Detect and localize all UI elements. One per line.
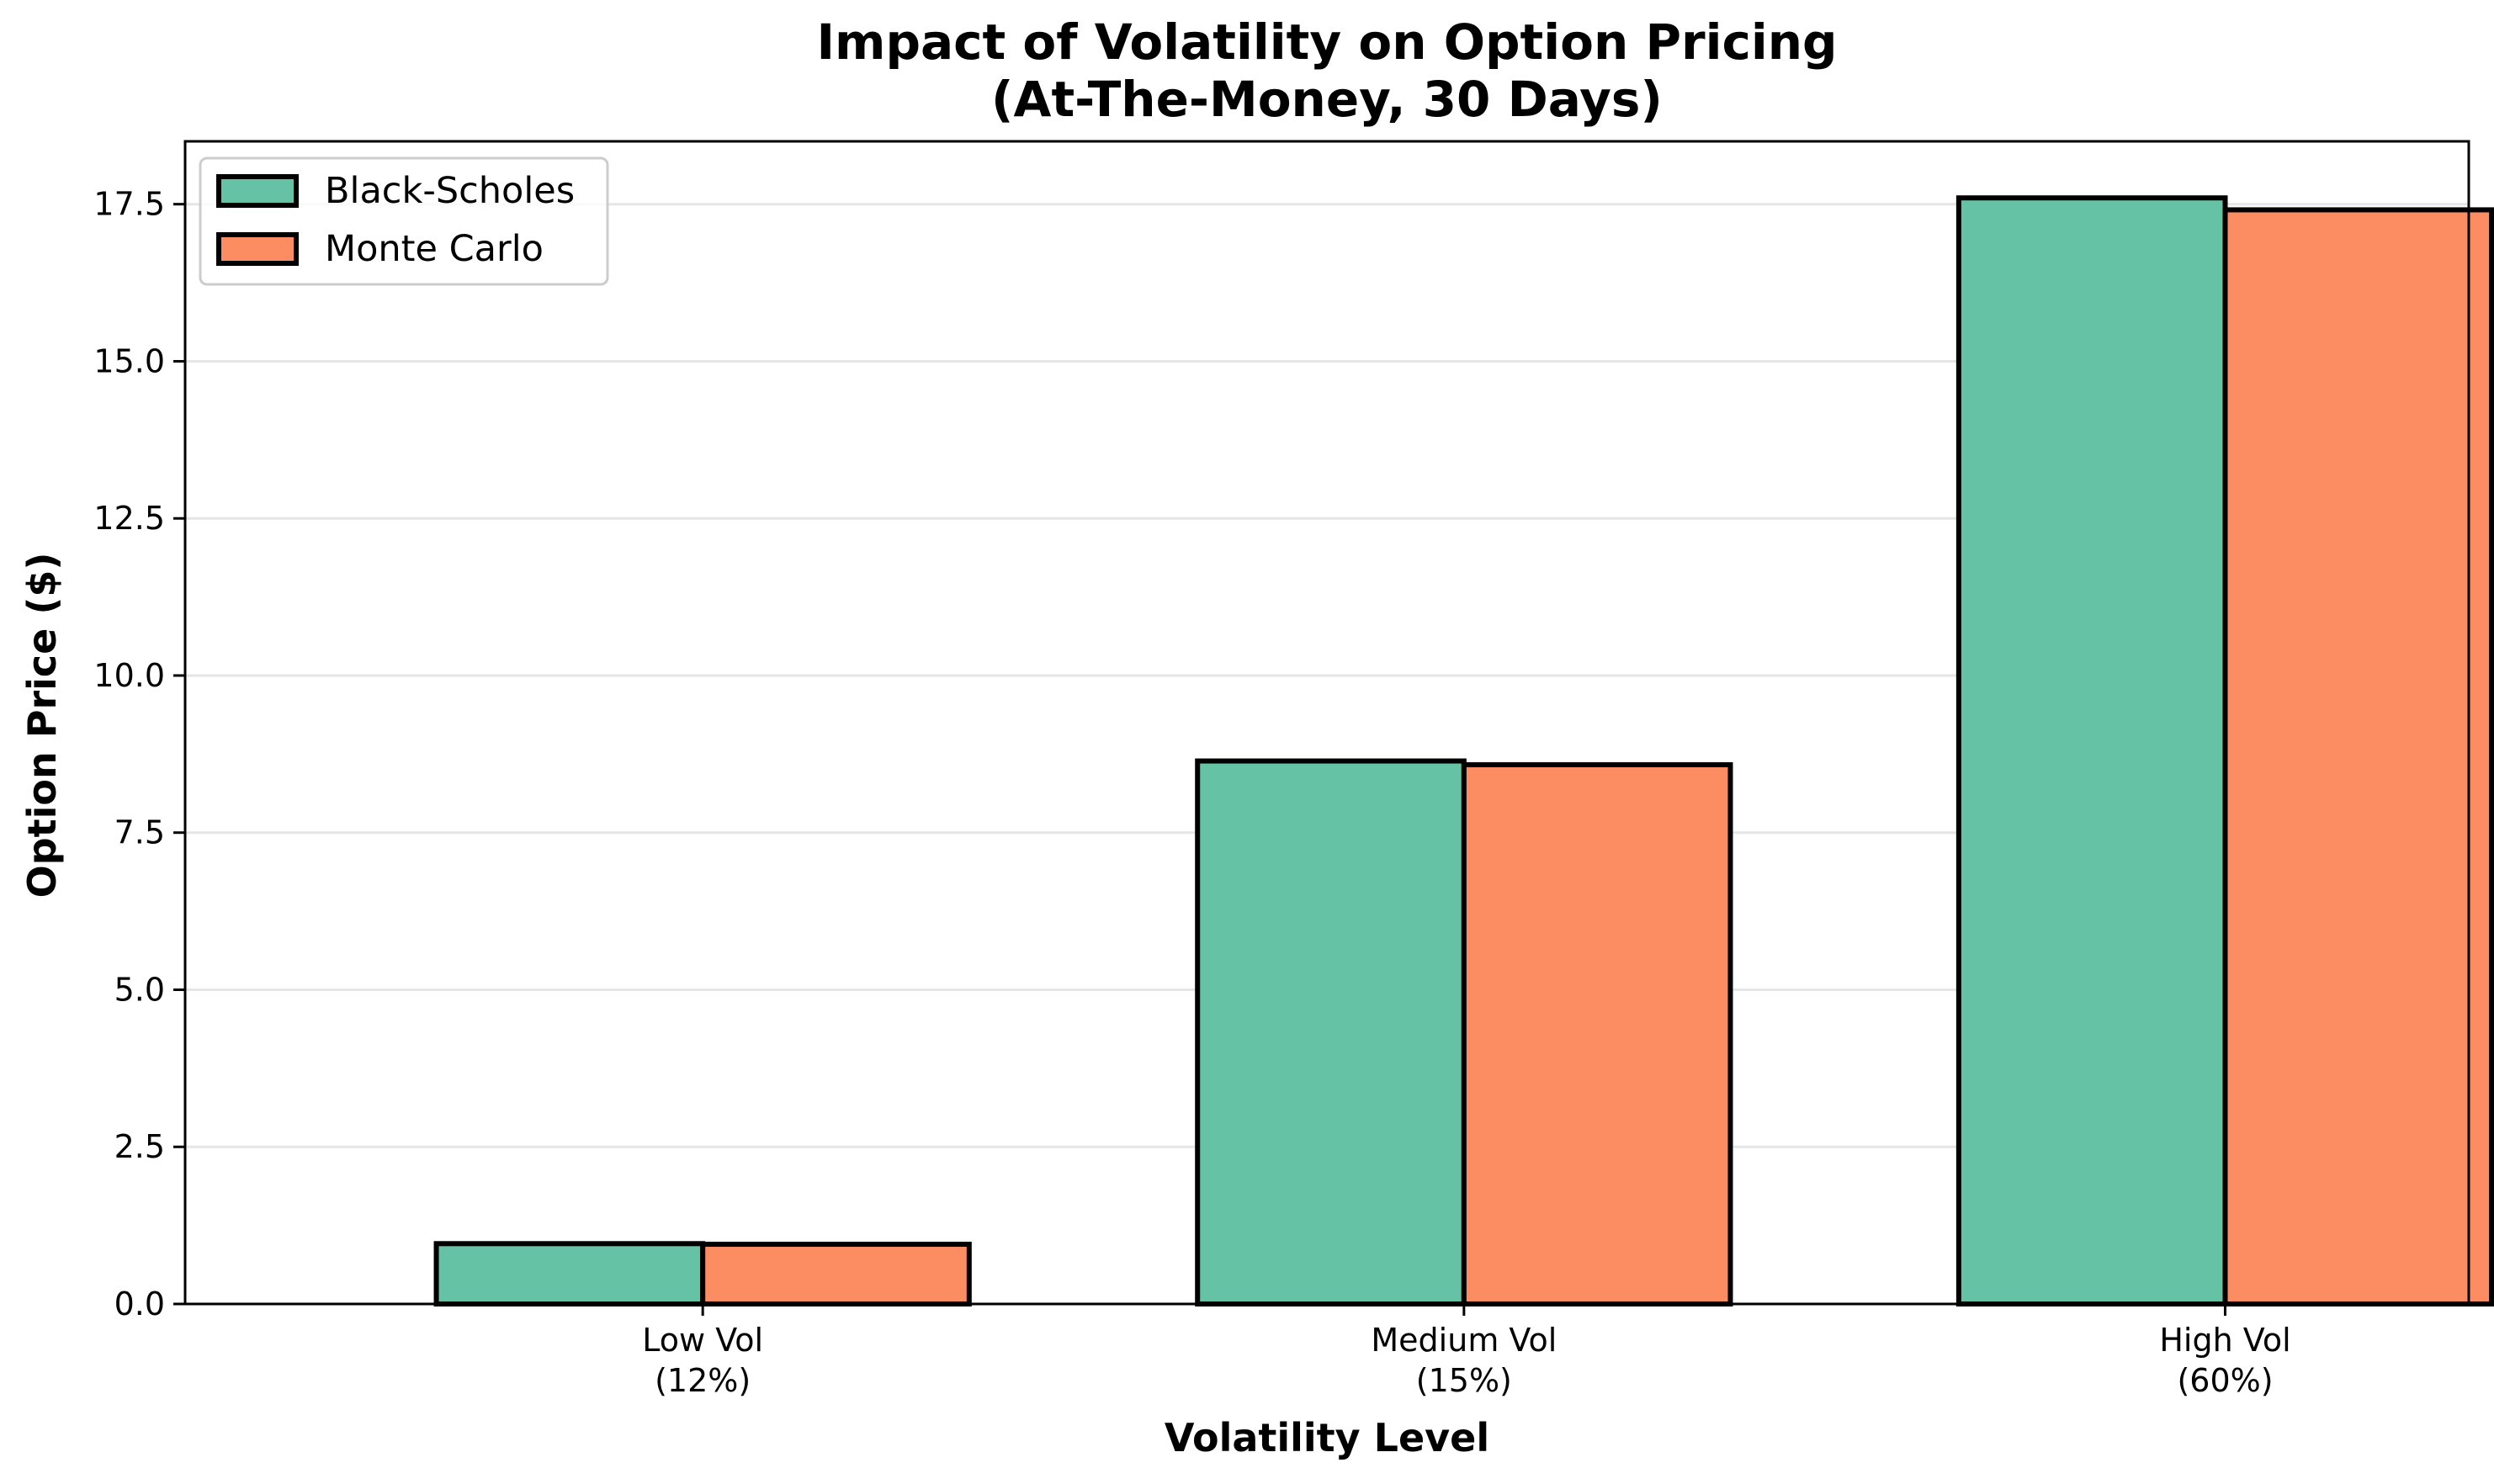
x-tick-label: (12%) [655,1362,751,1399]
bar-monte-carlo-1 [1461,762,1733,1306]
x-axis-label: Volatility Level [1165,1415,1489,1460]
legend-box [199,156,609,286]
legend-swatch-black-scholes [216,174,299,208]
x-tick-label: High Vol [2159,1322,2290,1359]
legend-swatch-monte-carlo [216,232,299,266]
y-tick-label: 10.0 [93,657,165,694]
y-axis: 0.0 2.5 5.0 7.5 10.0 12.5 15.0 17.5 [93,186,185,1322]
y-axis-label: Option Price ($) [19,553,65,898]
y-tick-label: 5.0 [114,971,165,1008]
y-tick-label: 12.5 [93,500,165,537]
bar-monte-carlo-0 [700,1242,972,1307]
x-tick-label: Medium Vol [1371,1322,1557,1359]
y-tick-label: 15.0 [93,342,165,379]
x-axis: Low Vol(12%) Medium Vol(15%) High Vol(60%) [642,1304,2291,1399]
x-tick-label: Low Vol [642,1322,763,1359]
bar-black-scholes-1 [1195,758,1467,1306]
x-tick-label: (60%) [2177,1362,2273,1399]
bar-monte-carlo-2 [2222,207,2494,1307]
plot-frame [183,140,2470,1306]
bar-black-scholes-2 [1955,195,2228,1307]
y-tick-label: 17.5 [93,186,165,223]
y-tick-label: 7.5 [114,814,165,851]
x-tick-label: (15%) [1416,1362,1512,1399]
legend-label-monte-carlo: Monte Carlo [325,228,544,270]
legend-label-black-scholes: Black-Scholes [325,170,575,212]
chart-title: Impact of Volatility on Option Pricing [816,13,1837,71]
y-tick-label: 0.0 [114,1285,165,1322]
legend: Black-Scholes Monte Carlo [199,156,609,286]
y-tick-label: 2.5 [114,1128,165,1165]
chart-subtitle: (At-The-Money, 30 Days) [991,71,1663,128]
bar-black-scholes-0 [433,1241,706,1306]
